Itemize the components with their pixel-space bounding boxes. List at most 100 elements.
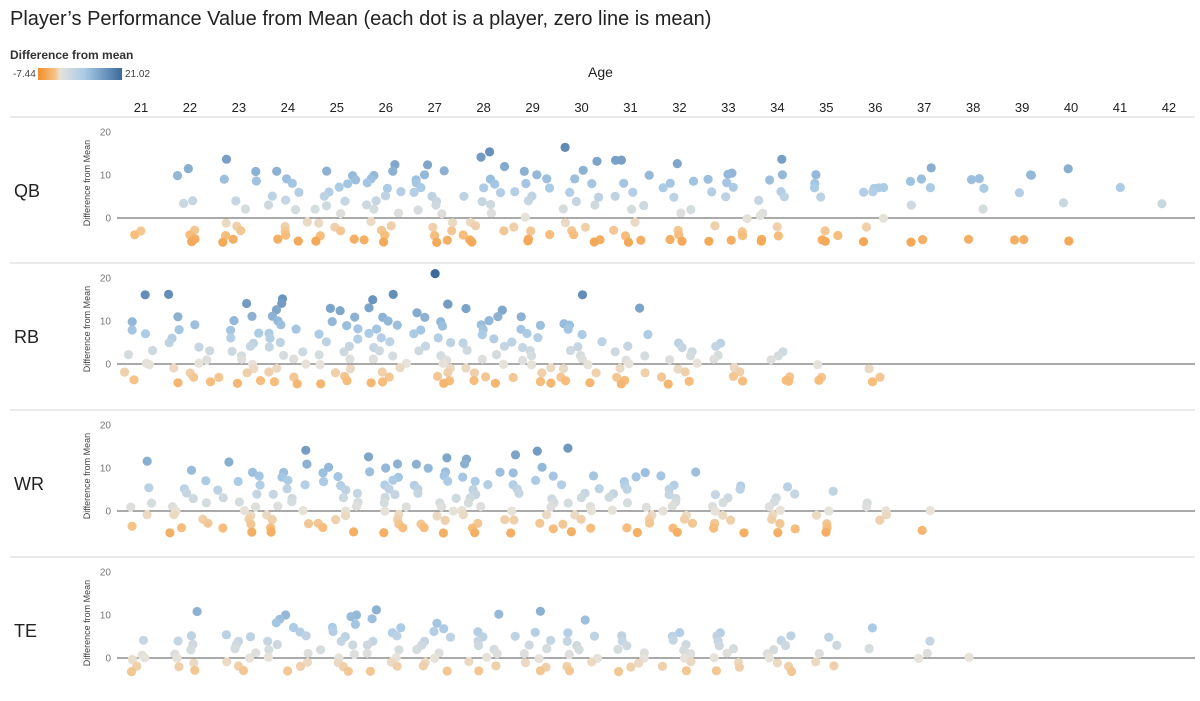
player-dot[interactable]	[234, 497, 244, 507]
player-dot[interactable]	[419, 523, 429, 533]
player-dot[interactable]	[813, 360, 823, 370]
player-dot[interactable]	[560, 218, 571, 228]
player-dot[interactable]	[532, 170, 542, 180]
player-dot[interactable]	[474, 666, 484, 676]
player-dot[interactable]	[432, 237, 442, 247]
player-dot[interactable]	[527, 360, 537, 370]
player-dot[interactable]	[686, 351, 696, 361]
player-dot[interactable]	[380, 230, 390, 240]
player-dot[interactable]	[657, 661, 668, 671]
player-dot[interactable]	[388, 166, 398, 176]
player-dot[interactable]	[756, 236, 766, 246]
player-dot[interactable]	[201, 476, 211, 486]
player-dot[interactable]	[564, 649, 574, 660]
player-dot[interactable]	[624, 359, 634, 369]
player-dot[interactable]	[814, 375, 824, 385]
player-dot[interactable]	[677, 342, 687, 353]
player-dot[interactable]	[314, 329, 324, 339]
player-dot[interactable]	[656, 471, 666, 481]
player-dot[interactable]	[786, 631, 796, 641]
player-dot[interactable]	[291, 324, 301, 334]
player-dot[interactable]	[916, 174, 927, 184]
player-dot[interactable]	[194, 358, 204, 368]
player-dot[interactable]	[790, 524, 800, 534]
player-dot[interactable]	[518, 355, 528, 366]
player-dot[interactable]	[613, 644, 623, 655]
player-dot[interactable]	[247, 311, 257, 321]
player-dot[interactable]	[586, 506, 597, 516]
player-dot[interactable]	[564, 666, 575, 676]
player-dot[interactable]	[470, 221, 481, 231]
player-dot[interactable]	[594, 484, 604, 494]
player-dot[interactable]	[141, 358, 151, 368]
color-legend-bar[interactable]	[38, 68, 122, 80]
player-dot[interactable]	[273, 501, 283, 511]
player-dot[interactable]	[398, 523, 408, 533]
player-dot[interactable]	[809, 183, 820, 193]
player-dot[interactable]	[590, 200, 600, 210]
player-dot[interactable]	[630, 217, 640, 227]
player-dot[interactable]	[721, 192, 731, 202]
player-dot[interactable]	[392, 661, 402, 671]
player-dot[interactable]	[388, 475, 398, 485]
player-dot[interactable]	[218, 237, 228, 247]
player-dot[interactable]	[233, 476, 243, 487]
player-dot[interactable]	[221, 218, 231, 228]
player-dot[interactable]	[186, 465, 197, 475]
player-dot[interactable]	[499, 161, 510, 172]
player-dot[interactable]	[571, 196, 582, 207]
player-dot[interactable]	[510, 187, 520, 197]
player-dot[interactable]	[490, 378, 500, 388]
player-dot[interactable]	[510, 631, 520, 641]
player-dot[interactable]	[416, 325, 426, 335]
player-dot[interactable]	[622, 641, 632, 651]
player-dot[interactable]	[173, 636, 183, 646]
player-dot[interactable]	[558, 519, 568, 529]
player-dot[interactable]	[821, 527, 831, 537]
player-dot[interactable]	[126, 502, 136, 512]
player-dot[interactable]	[570, 174, 580, 184]
player-dot[interactable]	[264, 367, 274, 377]
player-dot[interactable]	[301, 631, 311, 641]
player-dot[interactable]	[130, 230, 140, 240]
player-dot[interactable]	[372, 324, 382, 334]
player-dot[interactable]	[304, 519, 314, 529]
player-dot[interactable]	[832, 640, 842, 651]
player-dot[interactable]	[301, 359, 311, 369]
player-dot[interactable]	[182, 488, 192, 498]
player-dot[interactable]	[443, 367, 453, 378]
player-dot[interactable]	[780, 640, 791, 651]
player-dot[interactable]	[412, 644, 422, 655]
player-dot[interactable]	[565, 345, 576, 356]
player-dot[interactable]	[189, 658, 199, 668]
player-dot[interactable]	[917, 525, 927, 536]
player-dot[interactable]	[710, 490, 721, 500]
player-dot[interactable]	[509, 515, 519, 525]
player-dot[interactable]	[639, 200, 649, 211]
player-dot[interactable]	[918, 235, 928, 245]
player-dot[interactable]	[396, 623, 406, 633]
player-dot[interactable]	[710, 506, 720, 516]
player-dot[interactable]	[526, 351, 537, 361]
player-dot[interactable]	[643, 329, 653, 340]
player-dot[interactable]	[816, 192, 826, 202]
player-dot[interactable]	[390, 489, 400, 500]
player-dot[interactable]	[820, 226, 830, 236]
player-dot[interactable]	[420, 312, 430, 322]
player-dot[interactable]	[458, 230, 468, 240]
player-dot[interactable]	[247, 527, 257, 537]
player-dot[interactable]	[588, 471, 599, 481]
player-dot[interactable]	[439, 166, 449, 176]
player-dot[interactable]	[127, 655, 137, 665]
player-dot[interactable]	[228, 234, 238, 244]
player-dot[interactable]	[292, 379, 302, 389]
player-dot[interactable]	[672, 527, 682, 537]
player-dot[interactable]	[249, 364, 259, 374]
player-dot[interactable]	[507, 506, 517, 516]
player-dot[interactable]	[546, 378, 556, 388]
player-dot[interactable]	[966, 175, 977, 185]
player-dot[interactable]	[875, 372, 885, 382]
player-dot[interactable]	[459, 191, 469, 201]
player-dot[interactable]	[610, 191, 620, 201]
player-dot[interactable]	[272, 363, 282, 373]
